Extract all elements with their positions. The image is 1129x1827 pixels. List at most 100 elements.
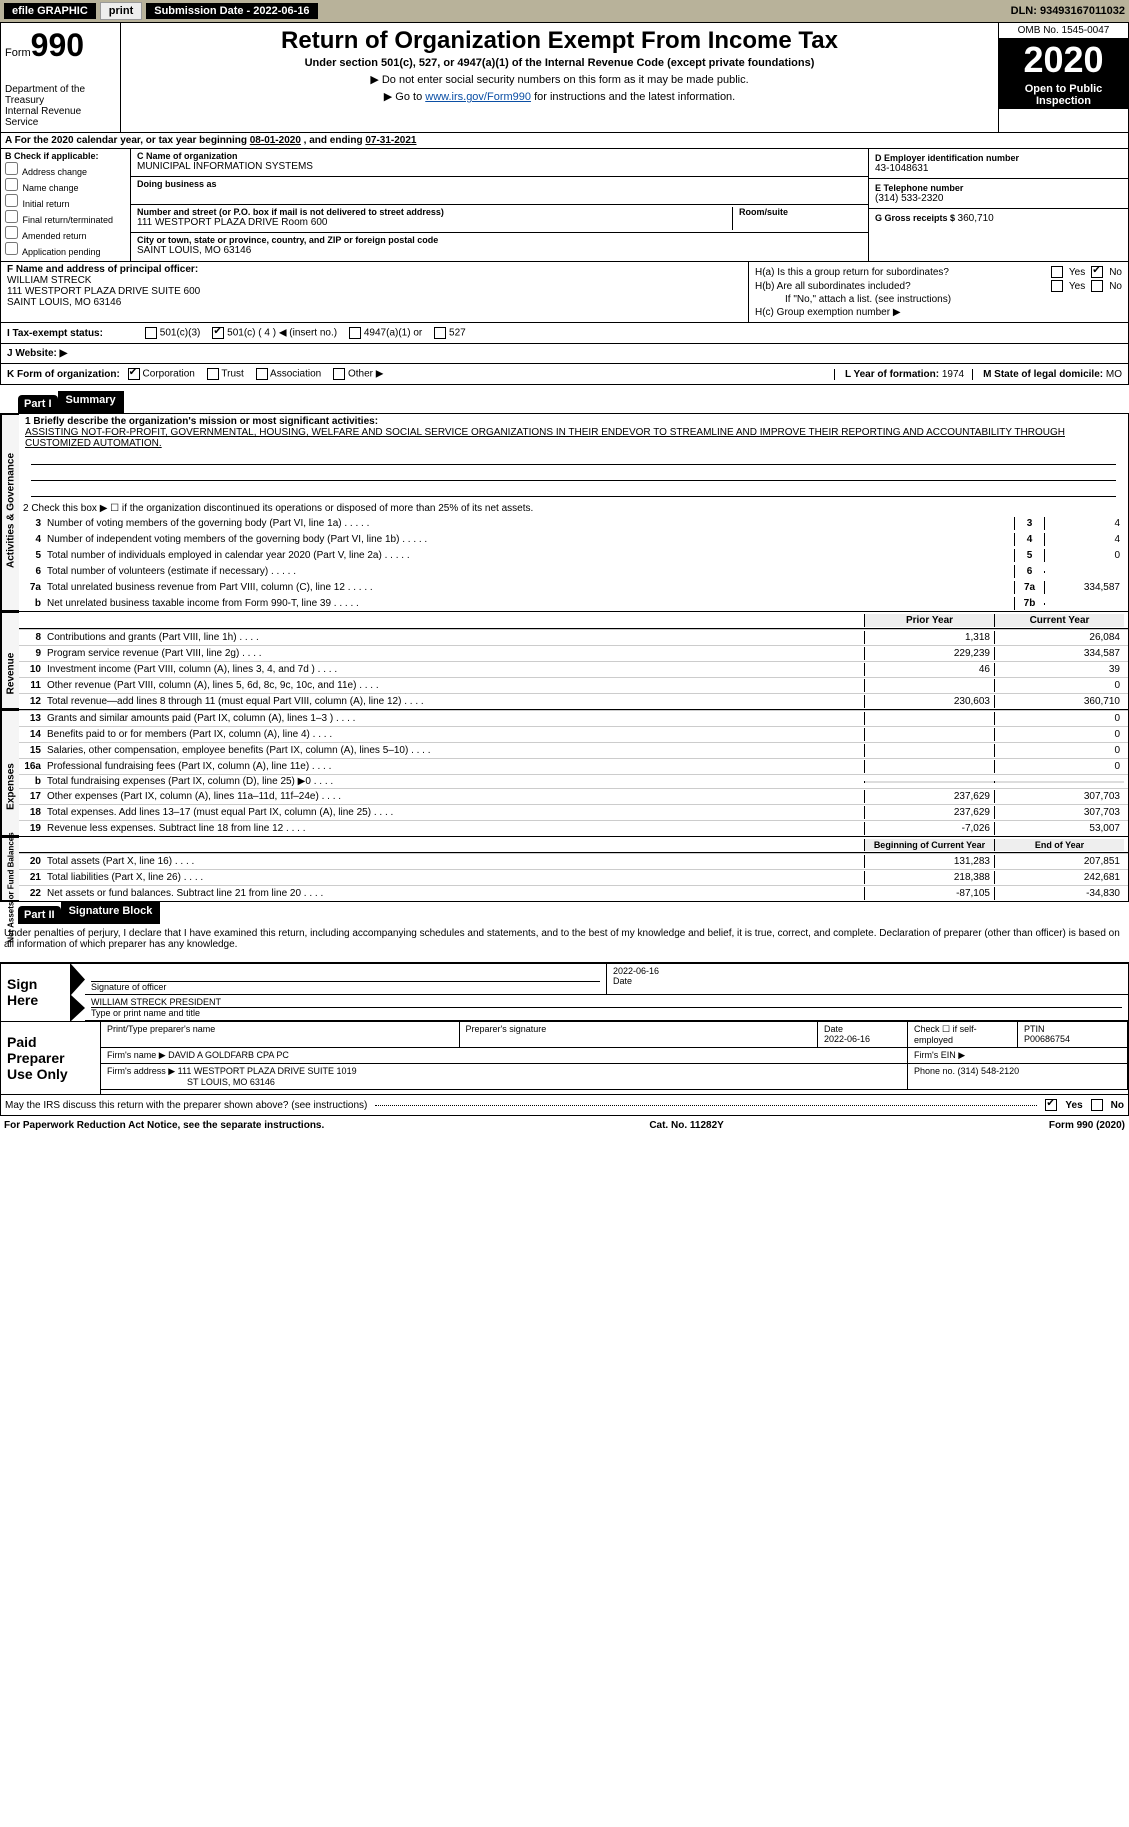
row-i-checkbox-2[interactable] [349, 327, 361, 339]
box-g: G Gross receipts $ 360,710 [869, 209, 1128, 228]
ptin-label: PTIN [1024, 1024, 1121, 1034]
prep-sig-label: Preparer's signature [466, 1024, 812, 1034]
line-num: 4 [23, 534, 47, 545]
row-k-checkbox-2[interactable] [256, 368, 268, 380]
submission-label-text: Submission Date - [154, 5, 253, 17]
box-b-checkbox-1[interactable] [5, 178, 18, 191]
box-f-label: F Name and address of principal officer: [7, 264, 742, 275]
h-a-no-checkbox[interactable] [1091, 266, 1103, 278]
line-num: 8 [23, 632, 47, 643]
submission-date: 2022-06-16 [253, 5, 309, 17]
gov-line-b: bNet unrelated business taxable income f… [19, 595, 1128, 611]
main-title: Return of Organization Exempt From Incom… [125, 27, 994, 55]
period-end: 07-31-2021 [365, 135, 416, 146]
box-c-addr-row: Number and street (or P.O. box if mail i… [131, 205, 868, 233]
officer-sig-label: Signature of officer [91, 982, 166, 992]
line-desc: Net unrelated business taxable income fr… [47, 598, 1014, 609]
dln-label: DLN: [1011, 5, 1040, 17]
open-public-label: Open to Public Inspection [999, 81, 1128, 109]
discuss-no-checkbox[interactable] [1091, 1099, 1103, 1111]
paid-preparer-label: Paid Preparer Use Only [1, 1022, 101, 1094]
box-b-checkbox-5[interactable] [5, 242, 18, 255]
box-b-option-3: Final return/terminated [5, 210, 126, 225]
row-k-checkbox-0[interactable] [128, 368, 140, 380]
line-desc: Professional fundraising fees (Part IX, … [47, 761, 864, 772]
line-2: 2 Check this box ▶ ☐ if the organization… [19, 501, 1128, 515]
sig-date-cell: 2022-06-16 Date [606, 964, 1128, 995]
prior-amt: 229,239 [864, 647, 994, 660]
box-b-checkbox-2[interactable] [5, 194, 18, 207]
box-b-option-5: Application pending [5, 242, 126, 257]
firm-addr1: 111 WESTPORT PLAZA DRIVE SUITE 1019 [178, 1066, 357, 1076]
dept-line2: Internal Revenue Service [5, 106, 116, 128]
header-right: OMB No. 1545-0047 2020 Open to Public In… [998, 23, 1128, 132]
prior-amt: -87,105 [864, 887, 994, 900]
org-name: MUNICIPAL INFORMATION SYSTEMS [137, 161, 313, 172]
line-num: 5 [23, 550, 47, 561]
box-b-option-0: Address change [5, 162, 126, 177]
line-desc: Net assets or fund balances. Subtract li… [47, 888, 864, 899]
box-d-label: D Employer identification number [875, 153, 1122, 163]
line-desc: Revenue less expenses. Subtract line 18 … [47, 823, 864, 834]
h-c-label: H(c) Group exemption number ▶ [755, 307, 901, 318]
box-d: D Employer identification number 43-1048… [869, 149, 1128, 179]
box-right: D Employer identification number 43-1048… [868, 149, 1128, 261]
line-desc: Total number of individuals employed in … [47, 550, 1014, 561]
box-b-checkbox-3[interactable] [5, 210, 18, 223]
revenue-section: Prior Year Current Year 8Contributions a… [19, 612, 1128, 709]
line-12: 12Total revenue—add lines 8 through 11 (… [19, 693, 1128, 709]
line-desc: Total expenses. Add lines 13–17 (must eq… [47, 807, 864, 818]
discuss-yes-checkbox[interactable] [1045, 1099, 1057, 1111]
row-i-checkbox-1[interactable] [212, 327, 224, 339]
box-b: B Check if applicable: Address change Na… [1, 149, 131, 261]
instruction-2: ▶ Go to www.irs.gov/Form990 for instruct… [125, 90, 994, 103]
box-h: H(a) Is this a group return for subordin… [748, 262, 1128, 322]
row-i-opt-2: 4947(a)(1) or [349, 327, 422, 339]
instr2-prefix: ▶ Go to [384, 91, 425, 103]
row-i-checkbox-0[interactable] [145, 327, 157, 339]
box-c-city-row: City or town, state or province, country… [131, 233, 868, 261]
line-num: 7a [23, 582, 47, 593]
room-label: Room/suite [739, 207, 862, 217]
sign-here-label: Sign Here [1, 964, 71, 1021]
irs-link[interactable]: www.irs.gov/Form990 [425, 91, 531, 103]
period-prefix: A For the 2020 calendar year, or tax yea… [5, 135, 250, 146]
col-begin-header: Beginning of Current Year [864, 839, 994, 851]
efile-label: efile GRAPHIC [4, 3, 96, 19]
row-k-label: K Form of organization: [7, 369, 120, 380]
line-value [1044, 603, 1124, 605]
box-section: B Check if applicable: Address change Na… [0, 149, 1129, 262]
h-b-no-checkbox[interactable] [1091, 280, 1103, 292]
name-title-label: Type or print name and title [91, 1008, 200, 1018]
h-b-yes-checkbox[interactable] [1051, 280, 1063, 292]
line-10: 10Investment income (Part VIII, column (… [19, 661, 1128, 677]
row-k-checkbox-1[interactable] [207, 368, 219, 380]
row-k-checkbox-3[interactable] [333, 368, 345, 380]
gov-line-6: 6Total number of volunteers (estimate if… [19, 563, 1128, 579]
row-i-checkbox-3[interactable] [434, 327, 446, 339]
box-b-checkbox-0[interactable] [5, 162, 18, 175]
row-i-label: I Tax-exempt status: [7, 328, 137, 339]
line-desc: Contributions and grants (Part VIII, lin… [47, 632, 864, 643]
form-header: Form990 Department of the Treasury Inter… [0, 22, 1129, 133]
line-idx: 7b [1014, 597, 1044, 610]
box-b-checkbox-4[interactable] [5, 226, 18, 239]
prior-amt [864, 760, 994, 773]
h-a-yes-checkbox[interactable] [1051, 266, 1063, 278]
h-c-line: H(c) Group exemption number ▶ [755, 307, 1122, 318]
line-num: 14 [23, 729, 47, 740]
line-value: 0 [1044, 549, 1124, 562]
line-13: 13Grants and similar amounts paid (Part … [19, 710, 1128, 726]
instruction-1: ▶ Do not enter social security numbers o… [125, 73, 994, 86]
print-button[interactable]: print [100, 2, 142, 20]
mission-blank-line-3 [31, 483, 1116, 497]
line-19: 19Revenue less expenses. Subtract line 1… [19, 820, 1128, 836]
line-desc: Other revenue (Part VIII, column (A), li… [47, 680, 864, 691]
line-2-text: 2 Check this box ▶ ☐ if the organization… [23, 503, 1124, 514]
ein-value: 43-1048631 [875, 163, 1122, 174]
row-i: I Tax-exempt status: 501(c)(3) 501(c) ( … [0, 323, 1129, 344]
line-b: bTotal fundraising expenses (Part IX, co… [19, 774, 1128, 788]
discuss-row: May the IRS discuss this return with the… [0, 1095, 1129, 1116]
netassets-tab: Net Assets or Fund Balances [1, 837, 19, 901]
revenue-header-row: Prior Year Current Year [19, 612, 1128, 629]
